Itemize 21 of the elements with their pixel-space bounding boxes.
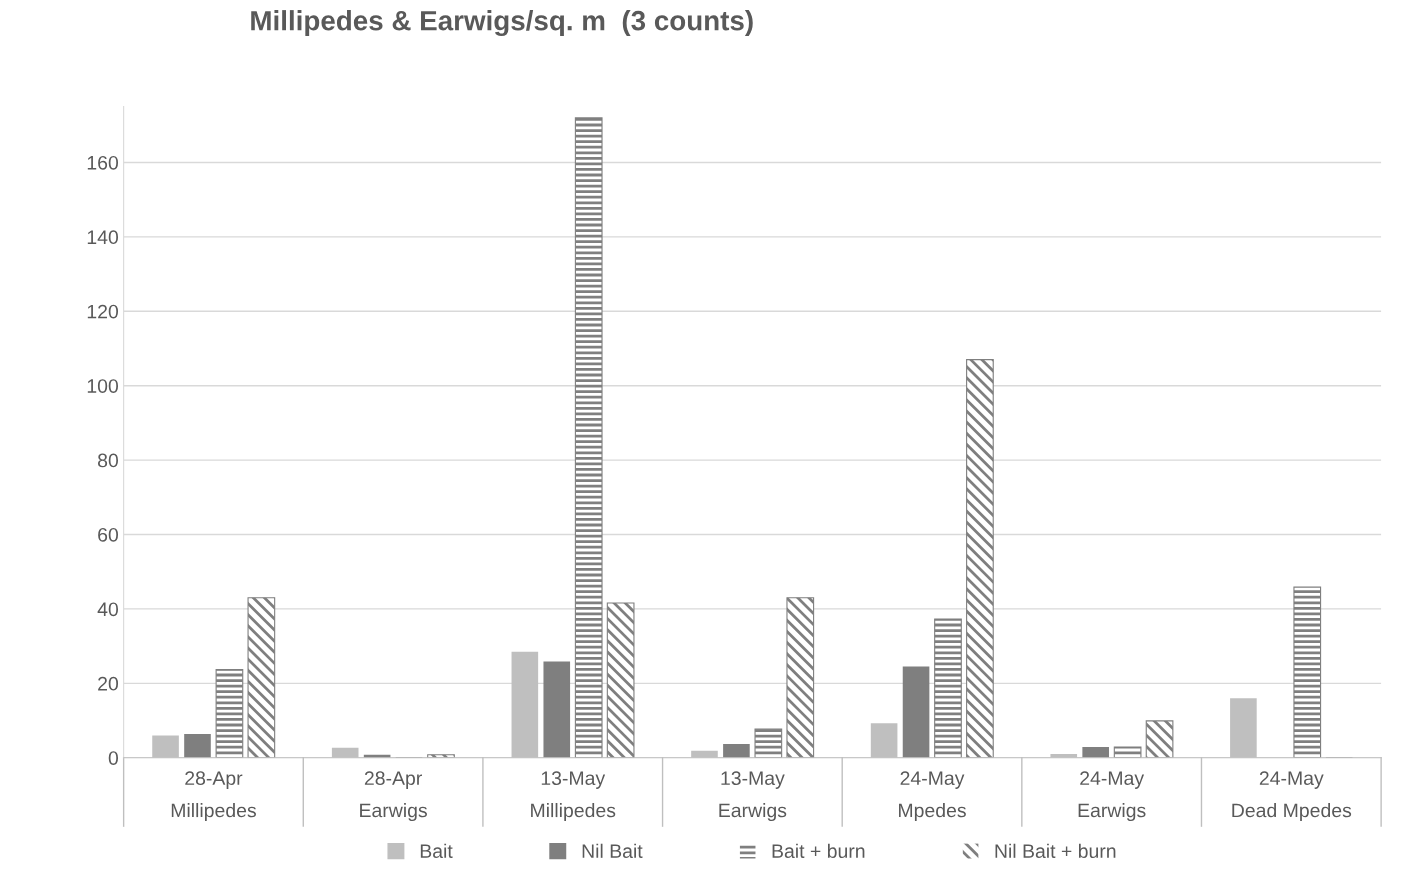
chart-title: Millipedes & Earwigs/sq. m (3 counts) [251,10,753,37]
y-tick-label: 160 [87,155,119,170]
y-tick-label: 120 [87,304,119,319]
x-tick-label: 13-May Millipedes [531,771,616,822]
y-tick-label: 40 [97,602,119,617]
x-tick-label: 24-May Dead Mpedes [1232,771,1352,822]
legend-label: Nil Bait + burn [995,843,1116,859]
y-tick-label: 140 [87,230,119,245]
x-tick-label: 24-May Mpedes [899,771,966,822]
legend-label: Bait [420,843,453,859]
x-tick-label: 28-Apr Millipedes [171,771,256,822]
x-tick-label: 24-May Earwigs [1078,771,1146,822]
x-tick-label: 13-May Earwigs [719,771,787,822]
y-tick-label: 20 [98,676,119,691]
legend-label: Bait + burn [772,843,865,859]
y-tick-label: 100 [87,379,119,393]
y-tick-label: 60 [98,527,119,542]
y-tick-label: 80 [98,453,119,468]
legend-label: Nil Bait [582,843,643,859]
y-tick-label: 0 [108,751,119,765]
x-tick-label: 28-Apr Earwigs [360,771,427,822]
